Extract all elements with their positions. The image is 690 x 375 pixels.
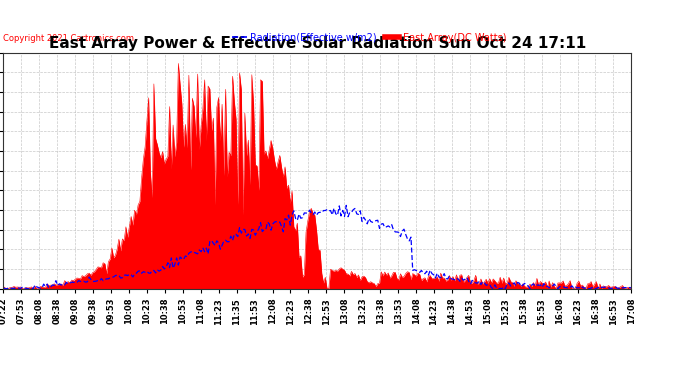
- Title: East Array Power & Effective Solar Radiation Sun Oct 24 17:11: East Array Power & Effective Solar Radia…: [49, 36, 586, 51]
- Text: Copyright 2021 Cartronics.com: Copyright 2021 Cartronics.com: [3, 34, 135, 43]
- Legend: Radiation(Effective w/m2), East Array(DC Watts): Radiation(Effective w/m2), East Array(DC…: [228, 29, 511, 47]
